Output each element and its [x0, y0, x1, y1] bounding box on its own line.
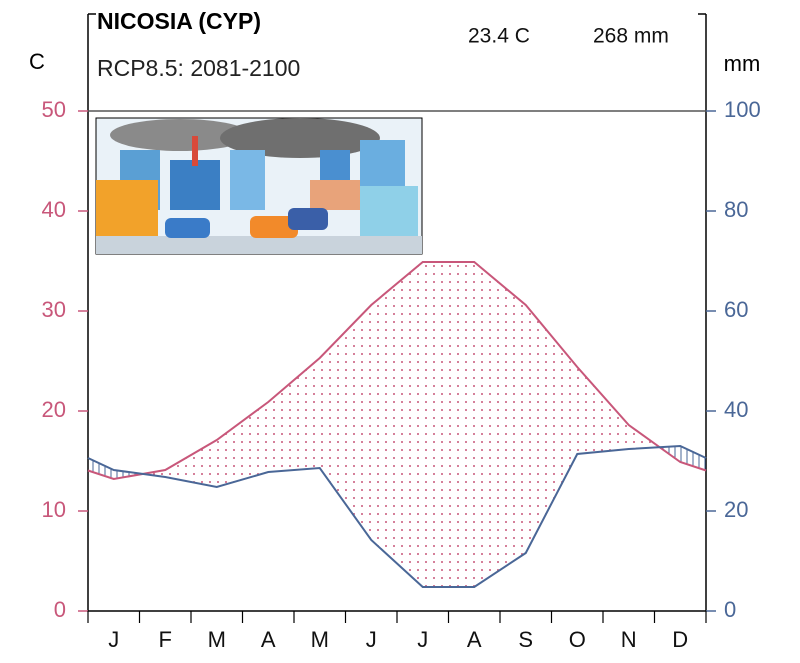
y2-tick-label: 60 — [724, 297, 748, 322]
x-tick-label: S — [518, 627, 533, 652]
y2-tick-label: 0 — [724, 597, 736, 622]
x-tick-label: A — [467, 627, 482, 652]
y2-axis-label: mm — [724, 51, 761, 76]
x-tick-label: O — [569, 627, 586, 652]
x-tick-label: A — [261, 627, 276, 652]
x-tick-label: F — [159, 627, 172, 652]
y-tick-label: 50 — [42, 97, 66, 122]
x-tick-label: J — [417, 627, 428, 652]
arid-area — [88, 262, 706, 587]
y2-tick-label: 20 — [724, 497, 748, 522]
y-tick-label: 40 — [42, 197, 66, 222]
y2-tick-label: 80 — [724, 197, 748, 222]
chart-title: NICOSIA (CYP) — [97, 8, 261, 34]
y-tick-label: 0 — [54, 597, 66, 622]
illustration — [95, 117, 423, 255]
y-axis-label: C — [29, 49, 45, 74]
temperature-line — [87, 261, 707, 481]
annual-temperature: 23.4 C — [468, 25, 530, 48]
x-tick-label: M — [208, 627, 226, 652]
chart-subtitle: RCP8.5: 2081-2100 — [97, 55, 300, 81]
precipitation-line — [87, 444, 707, 588]
x-tick-label: J — [366, 627, 377, 652]
y-tick-label: 30 — [42, 297, 66, 322]
y2-tick-label: 100 — [724, 97, 761, 122]
x-tick-label: D — [672, 627, 688, 652]
annual-precipitation: 268 mm — [593, 25, 669, 48]
y2-tick-label: 40 — [724, 397, 748, 422]
y-tick-label: 10 — [42, 497, 66, 522]
x-tick-label: N — [621, 627, 637, 652]
x-tick-label: J — [108, 627, 119, 652]
y-tick-label: 20 — [42, 397, 66, 422]
x-tick-label: M — [311, 627, 329, 652]
